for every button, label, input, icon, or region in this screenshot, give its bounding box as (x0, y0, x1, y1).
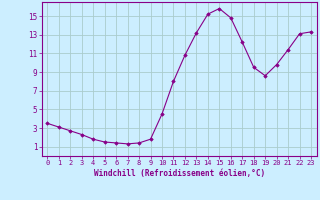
X-axis label: Windchill (Refroidissement éolien,°C): Windchill (Refroidissement éolien,°C) (94, 169, 265, 178)
